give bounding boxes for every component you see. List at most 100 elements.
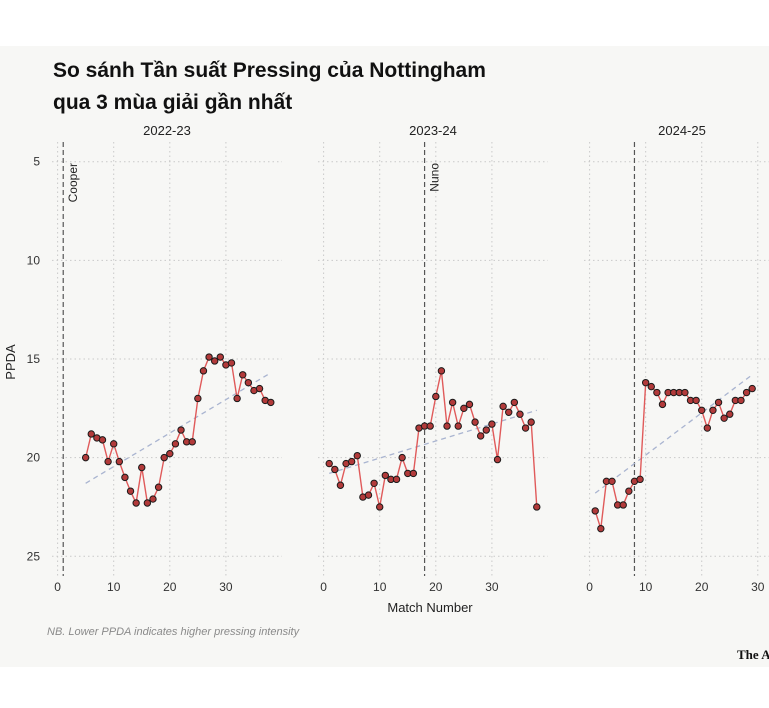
trend-line	[329, 409, 537, 475]
data-point-match-33	[239, 371, 247, 379]
data-point-match-8	[98, 436, 107, 444]
x-tick-20: 20	[695, 580, 709, 594]
y-tick-20: 20	[27, 451, 41, 465]
data-point-match-27	[471, 418, 479, 426]
data-point-match-19	[160, 453, 168, 462]
x-tick-0: 0	[320, 580, 327, 594]
data-point-match-28	[742, 388, 751, 397]
data-point-match-9	[104, 457, 112, 466]
data-point-match-6	[619, 501, 627, 509]
data-point-match-29	[482, 426, 490, 434]
data-point-match-34	[510, 398, 519, 407]
data-point-match-31	[227, 359, 236, 367]
data-point-match-16	[409, 469, 418, 478]
data-point-match-33	[505, 408, 513, 416]
data-point-match-29	[748, 384, 756, 393]
data-point-match-20	[166, 449, 174, 458]
data-point-match-1	[591, 507, 599, 515]
data-point-match-23	[448, 398, 457, 407]
chart-title-line-2: qua 3 mùa giải gần nhất	[53, 91, 292, 114]
data-point-match-20	[432, 392, 440, 401]
chart-title-line-1: So sánh Tần suất Pressing của Nottingham	[53, 59, 486, 82]
data-point-match-22	[443, 422, 451, 430]
data-point-match-10	[110, 440, 118, 448]
chart-card	[0, 46, 769, 667]
data-point-match-13	[126, 487, 135, 495]
data-point-match-20	[698, 406, 706, 414]
data-point-match-35	[516, 410, 524, 418]
data-point-match-11	[381, 471, 390, 480]
data-point-match-5	[81, 453, 90, 462]
data-point-match-5	[347, 457, 356, 466]
data-point-match-31	[493, 455, 502, 464]
data-point-match-21	[437, 367, 446, 375]
data-point-match-38	[267, 398, 275, 407]
data-point-match-3	[336, 481, 345, 489]
data-point-match-9	[636, 475, 644, 484]
data-point-match-26	[199, 367, 208, 375]
data-point-match-15	[138, 463, 146, 472]
data-point-match-13	[658, 400, 667, 409]
panel-title-2024-25: 2024-25	[658, 123, 706, 138]
data-point-match-10	[376, 503, 384, 511]
data-point-match-21	[703, 424, 712, 432]
data-point-match-19	[692, 396, 700, 405]
ppda-series-line	[328, 370, 538, 508]
y-tick-10: 10	[27, 253, 41, 267]
data-point-match-7	[625, 487, 633, 495]
data-point-match-14	[132, 499, 140, 507]
panel-title-2023-24: 2023-24	[409, 123, 457, 138]
panel-2024-25: 2024-25 0 10 20 30	[584, 123, 769, 594]
data-point-match-11	[647, 382, 655, 391]
panel-2023-24: 2023-24 0 10 20 30 Nuno	[318, 123, 548, 594]
data-point-match-32	[499, 402, 507, 411]
data-point-match-37	[527, 418, 535, 426]
manager-label-Nuno: Nuno	[428, 163, 442, 192]
data-point-match-24	[188, 438, 196, 446]
data-point-match-27	[737, 396, 745, 405]
x-axis-label: Match Number	[387, 600, 473, 615]
data-point-match-4	[608, 477, 616, 486]
data-point-match-25	[460, 404, 468, 413]
data-point-match-14	[398, 453, 406, 462]
x-tick-30: 30	[219, 580, 233, 594]
data-point-match-34	[244, 378, 253, 387]
data-point-match-25	[726, 410, 734, 418]
data-point-match-25	[194, 394, 202, 403]
y-tick-15: 15	[27, 352, 41, 366]
manager-label-Cooper: Cooper	[66, 163, 80, 202]
data-point-match-1	[325, 459, 333, 468]
ppda-series-line	[85, 355, 272, 506]
data-point-match-28	[210, 357, 219, 365]
data-point-match-2	[597, 524, 605, 533]
data-point-match-30	[488, 420, 496, 428]
data-point-match-36	[521, 424, 530, 432]
data-point-match-9	[370, 479, 378, 487]
data-point-match-21	[171, 440, 180, 448]
data-point-match-22	[709, 406, 717, 414]
x-tick-10: 10	[639, 580, 653, 594]
data-point-match-29	[216, 353, 224, 361]
data-point-match-17	[149, 495, 157, 503]
panel-2022-23: 2022-23 5 10 15 20 25 0 10 20 30 Cooper	[27, 123, 282, 594]
y-axis-label: PPDA	[3, 344, 18, 380]
x-tick-30: 30	[751, 580, 765, 594]
x-tick-20: 20	[429, 580, 443, 594]
y-tick-5: 5	[33, 155, 40, 169]
data-point-match-6	[353, 451, 361, 460]
data-point-match-32	[233, 394, 241, 403]
data-point-match-2	[331, 465, 339, 474]
data-point-match-10	[641, 378, 650, 387]
data-point-match-26	[465, 400, 474, 409]
data-point-match-36	[255, 384, 264, 393]
data-point-match-18	[154, 483, 163, 491]
data-point-match-12	[121, 473, 129, 482]
brand-logo: The A	[737, 647, 769, 662]
x-tick-20: 20	[163, 580, 177, 594]
data-point-match-8	[364, 491, 373, 499]
data-point-match-22	[177, 426, 185, 434]
trend-line	[594, 374, 753, 494]
footnote: NB. Lower PPDA indicates higher pressing…	[47, 626, 301, 638]
data-point-match-19	[426, 422, 434, 430]
